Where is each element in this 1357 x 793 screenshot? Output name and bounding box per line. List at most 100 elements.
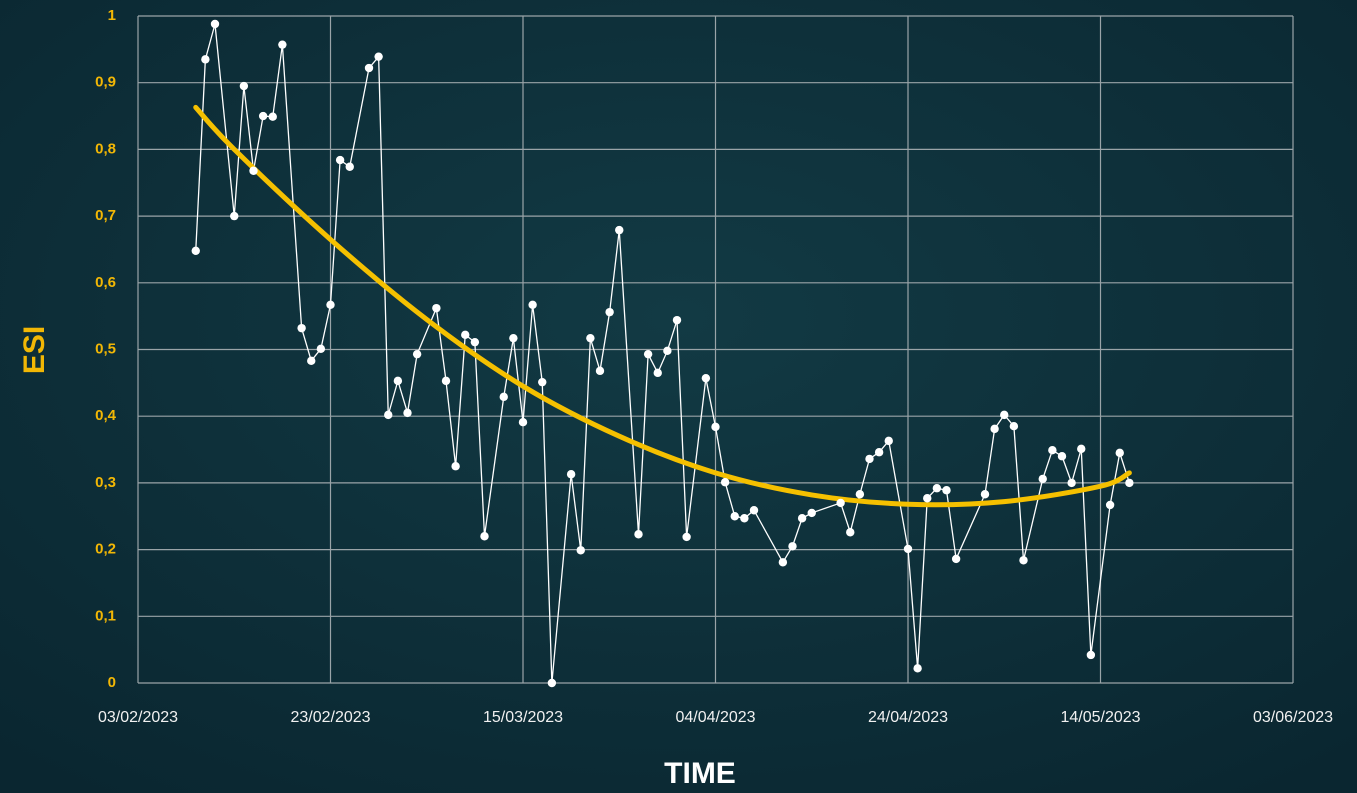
data-point: [230, 211, 239, 221]
data-point: [663, 346, 672, 356]
data-point: [518, 418, 528, 427]
x-tick-label: 24/04/2023: [868, 709, 948, 726]
data-point: [1038, 474, 1047, 484]
y-axis-title: ESI: [18, 326, 51, 374]
data-point: [797, 514, 807, 523]
data-point: [403, 408, 412, 418]
data-point: [980, 490, 990, 499]
data-point: [547, 678, 557, 688]
data-point: [335, 155, 345, 165]
data-point: [480, 532, 489, 541]
data-point: [538, 377, 547, 387]
data-point: [836, 498, 845, 508]
data-point: [846, 528, 855, 537]
x-tick-label: 03/06/2023: [1253, 709, 1333, 726]
data-point: [210, 19, 220, 29]
data-point: [1000, 410, 1009, 420]
data-point: [749, 506, 759, 515]
data-point: [249, 166, 258, 175]
x-tick-label: 14/05/2023: [1060, 709, 1140, 726]
data-point: [297, 323, 306, 333]
data-point: [201, 55, 210, 64]
data-point: [1077, 444, 1086, 454]
data-point: [268, 112, 277, 121]
data-point: [191, 246, 200, 255]
data-point: [239, 81, 249, 91]
data-point: [278, 40, 287, 49]
data-point: [778, 558, 788, 567]
data-point: [441, 376, 451, 386]
data-point: [720, 478, 730, 487]
data-point: [566, 470, 576, 479]
data-point: [1086, 650, 1096, 660]
data-point: [605, 307, 614, 317]
data-point: [942, 486, 951, 495]
data-point: [932, 484, 942, 493]
data-point: [615, 225, 624, 235]
data-point: [1125, 478, 1134, 488]
data-point: [451, 462, 460, 471]
data-point: [412, 349, 422, 359]
data-point: [258, 111, 268, 121]
y-tick-label: 0,2: [95, 541, 116, 558]
data-point: [374, 52, 383, 61]
y-tick-label: 0: [108, 674, 116, 691]
data-point: [634, 530, 643, 539]
x-tick-label: 04/04/2023: [675, 709, 755, 726]
data-point: [1115, 448, 1124, 458]
data-point: [653, 368, 662, 378]
y-tick-label: 1: [108, 7, 116, 24]
y-tick-label: 0,7: [95, 207, 116, 224]
trend-line: [193, 104, 1132, 508]
data-point: [1019, 556, 1028, 565]
data-point: [528, 300, 537, 310]
data-point: [682, 532, 691, 542]
data-point: [384, 410, 393, 420]
y-tick-label: 0,9: [95, 74, 116, 91]
data-point: [316, 344, 326, 354]
data-point: [499, 392, 508, 402]
data-point: [865, 454, 874, 464]
data-point: [345, 162, 354, 171]
data-point: [701, 373, 711, 383]
data-point: [595, 366, 605, 376]
x-tick-label: 03/02/2023: [98, 709, 178, 726]
data-point: [1067, 478, 1076, 488]
data-point: [990, 424, 999, 434]
data-point: [643, 349, 653, 359]
data-point: [884, 436, 893, 446]
data-point: [740, 514, 749, 523]
y-tick-label: 0,6: [95, 274, 116, 291]
data-point: [788, 542, 797, 551]
data-point: [855, 490, 865, 499]
data-point: [672, 315, 682, 325]
data-point: [393, 376, 403, 386]
x-tick-label: 23/02/2023: [290, 709, 370, 726]
data-point: [576, 546, 585, 555]
data-point: [364, 63, 374, 73]
x-axis-title: TIME: [664, 757, 736, 790]
data-point: [730, 512, 739, 521]
x-tick-label: 15/03/2023: [483, 709, 563, 726]
y-tick-label: 0,4: [95, 407, 117, 424]
data-point: [509, 333, 518, 343]
y-tick-label: 0,8: [95, 140, 116, 157]
data-point: [923, 494, 932, 503]
data-point: [307, 356, 316, 366]
data-point: [903, 544, 913, 554]
y-tick-label: 0,3: [95, 474, 116, 491]
data-point: [470, 337, 480, 347]
data-point: [1048, 446, 1057, 455]
data-point: [874, 448, 884, 457]
data-point: [326, 300, 335, 310]
data-point: [951, 554, 961, 564]
data-point: [461, 330, 470, 340]
y-tick-label: 0,1: [95, 607, 116, 624]
data-point: [913, 664, 922, 673]
data-point: [1105, 500, 1115, 510]
data-point: [432, 303, 441, 313]
data-point: [807, 508, 816, 518]
data-point: [1009, 422, 1019, 431]
data-point: [711, 422, 720, 432]
